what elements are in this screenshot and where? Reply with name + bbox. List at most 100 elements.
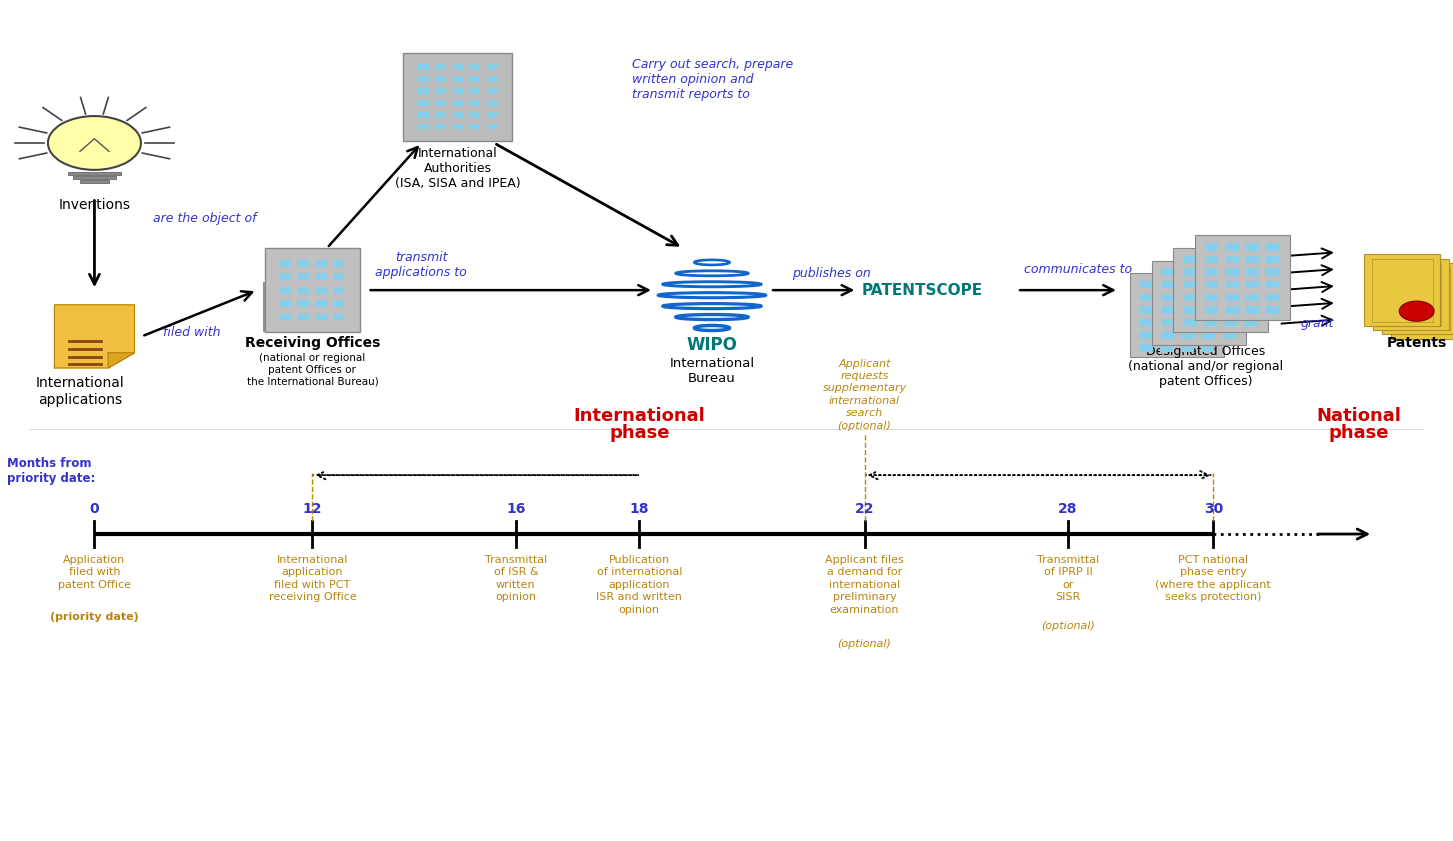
- FancyBboxPatch shape: [1200, 281, 1215, 288]
- FancyBboxPatch shape: [280, 300, 291, 307]
- FancyBboxPatch shape: [1226, 256, 1238, 263]
- Text: Applicant files
a demand for
international
preliminary
examination: Applicant files a demand for internation…: [825, 555, 904, 615]
- FancyBboxPatch shape: [1222, 294, 1235, 301]
- FancyBboxPatch shape: [1203, 294, 1218, 301]
- FancyBboxPatch shape: [1139, 319, 1154, 326]
- FancyBboxPatch shape: [1180, 319, 1194, 326]
- FancyBboxPatch shape: [334, 300, 344, 307]
- Text: WIPO: WIPO: [686, 336, 738, 354]
- Text: Application
filed with
patent Office: Application filed with patent Office: [58, 555, 131, 590]
- Text: Publication
of international
application
ISR and written
opinion: Publication of international application…: [596, 555, 683, 615]
- FancyBboxPatch shape: [1267, 268, 1280, 276]
- FancyBboxPatch shape: [1267, 306, 1280, 314]
- FancyBboxPatch shape: [334, 314, 344, 320]
- FancyBboxPatch shape: [469, 64, 479, 70]
- FancyBboxPatch shape: [1203, 268, 1218, 276]
- FancyBboxPatch shape: [280, 260, 291, 267]
- FancyBboxPatch shape: [1183, 294, 1194, 301]
- FancyBboxPatch shape: [333, 290, 355, 332]
- FancyBboxPatch shape: [436, 64, 446, 70]
- FancyBboxPatch shape: [1206, 294, 1218, 301]
- FancyBboxPatch shape: [1183, 319, 1194, 326]
- FancyBboxPatch shape: [452, 100, 464, 106]
- FancyBboxPatch shape: [1139, 294, 1154, 301]
- FancyBboxPatch shape: [298, 260, 309, 267]
- FancyBboxPatch shape: [1200, 306, 1215, 314]
- Text: 22: 22: [854, 501, 875, 516]
- Circle shape: [1399, 301, 1434, 321]
- FancyBboxPatch shape: [487, 112, 497, 118]
- Text: 28: 28: [1058, 501, 1078, 516]
- FancyBboxPatch shape: [418, 64, 429, 70]
- FancyBboxPatch shape: [487, 76, 497, 82]
- Text: 30: 30: [1203, 501, 1223, 516]
- Text: Transmittal
of ISR &
written
opinion: Transmittal of ISR & written opinion: [485, 555, 546, 602]
- FancyBboxPatch shape: [280, 273, 291, 280]
- FancyBboxPatch shape: [1222, 331, 1235, 339]
- FancyBboxPatch shape: [1226, 243, 1238, 251]
- FancyBboxPatch shape: [1183, 319, 1196, 326]
- FancyBboxPatch shape: [1364, 255, 1440, 325]
- FancyBboxPatch shape: [1244, 268, 1257, 276]
- FancyBboxPatch shape: [1222, 281, 1235, 288]
- FancyBboxPatch shape: [452, 87, 464, 93]
- FancyBboxPatch shape: [1180, 281, 1194, 288]
- Polygon shape: [108, 353, 134, 368]
- FancyBboxPatch shape: [298, 300, 309, 307]
- FancyBboxPatch shape: [1267, 256, 1280, 263]
- FancyBboxPatch shape: [1206, 306, 1218, 314]
- FancyBboxPatch shape: [1159, 294, 1173, 301]
- FancyBboxPatch shape: [1226, 294, 1238, 301]
- FancyBboxPatch shape: [80, 180, 109, 183]
- FancyBboxPatch shape: [315, 273, 327, 280]
- FancyBboxPatch shape: [418, 100, 429, 106]
- Circle shape: [48, 116, 141, 170]
- Text: communicates to: communicates to: [1024, 262, 1132, 276]
- FancyBboxPatch shape: [1194, 235, 1290, 320]
- FancyBboxPatch shape: [479, 99, 500, 140]
- FancyBboxPatch shape: [1223, 268, 1238, 276]
- FancyBboxPatch shape: [1139, 331, 1154, 339]
- FancyBboxPatch shape: [1183, 294, 1196, 301]
- FancyBboxPatch shape: [1203, 331, 1215, 339]
- FancyBboxPatch shape: [1159, 319, 1173, 326]
- Text: International
Authorities
(ISA, SISA and IPEA): International Authorities (ISA, SISA and…: [395, 147, 520, 190]
- FancyBboxPatch shape: [1183, 256, 1196, 263]
- FancyBboxPatch shape: [315, 300, 327, 307]
- Text: International
applications: International applications: [35, 377, 125, 406]
- FancyBboxPatch shape: [487, 100, 497, 106]
- FancyBboxPatch shape: [436, 76, 446, 82]
- FancyBboxPatch shape: [487, 64, 497, 70]
- FancyBboxPatch shape: [1244, 294, 1257, 301]
- FancyBboxPatch shape: [1245, 306, 1258, 314]
- FancyBboxPatch shape: [1183, 268, 1194, 276]
- FancyBboxPatch shape: [1161, 306, 1174, 314]
- FancyBboxPatch shape: [418, 76, 429, 82]
- FancyBboxPatch shape: [1382, 263, 1453, 334]
- FancyBboxPatch shape: [452, 124, 464, 130]
- FancyBboxPatch shape: [436, 124, 446, 130]
- Text: grant: grant: [1300, 317, 1334, 331]
- FancyBboxPatch shape: [1161, 281, 1174, 288]
- FancyBboxPatch shape: [1139, 306, 1154, 314]
- FancyBboxPatch shape: [1206, 268, 1218, 276]
- FancyBboxPatch shape: [487, 87, 497, 93]
- FancyBboxPatch shape: [1244, 281, 1257, 288]
- FancyBboxPatch shape: [298, 287, 309, 294]
- FancyBboxPatch shape: [1391, 267, 1453, 339]
- Text: filed with: filed with: [163, 325, 221, 339]
- FancyBboxPatch shape: [1203, 319, 1215, 326]
- FancyBboxPatch shape: [1159, 306, 1173, 314]
- FancyBboxPatch shape: [1180, 331, 1194, 339]
- Text: PCT national
phase entry
(where the applicant
seeks protection): PCT national phase entry (where the appl…: [1155, 555, 1271, 602]
- FancyBboxPatch shape: [334, 273, 344, 280]
- FancyBboxPatch shape: [469, 112, 479, 118]
- FancyBboxPatch shape: [1223, 256, 1238, 263]
- FancyBboxPatch shape: [263, 282, 289, 332]
- FancyBboxPatch shape: [1206, 256, 1218, 263]
- FancyBboxPatch shape: [1244, 256, 1257, 263]
- FancyBboxPatch shape: [280, 287, 291, 294]
- FancyBboxPatch shape: [1223, 306, 1238, 314]
- FancyBboxPatch shape: [1159, 281, 1173, 288]
- FancyBboxPatch shape: [1203, 306, 1218, 314]
